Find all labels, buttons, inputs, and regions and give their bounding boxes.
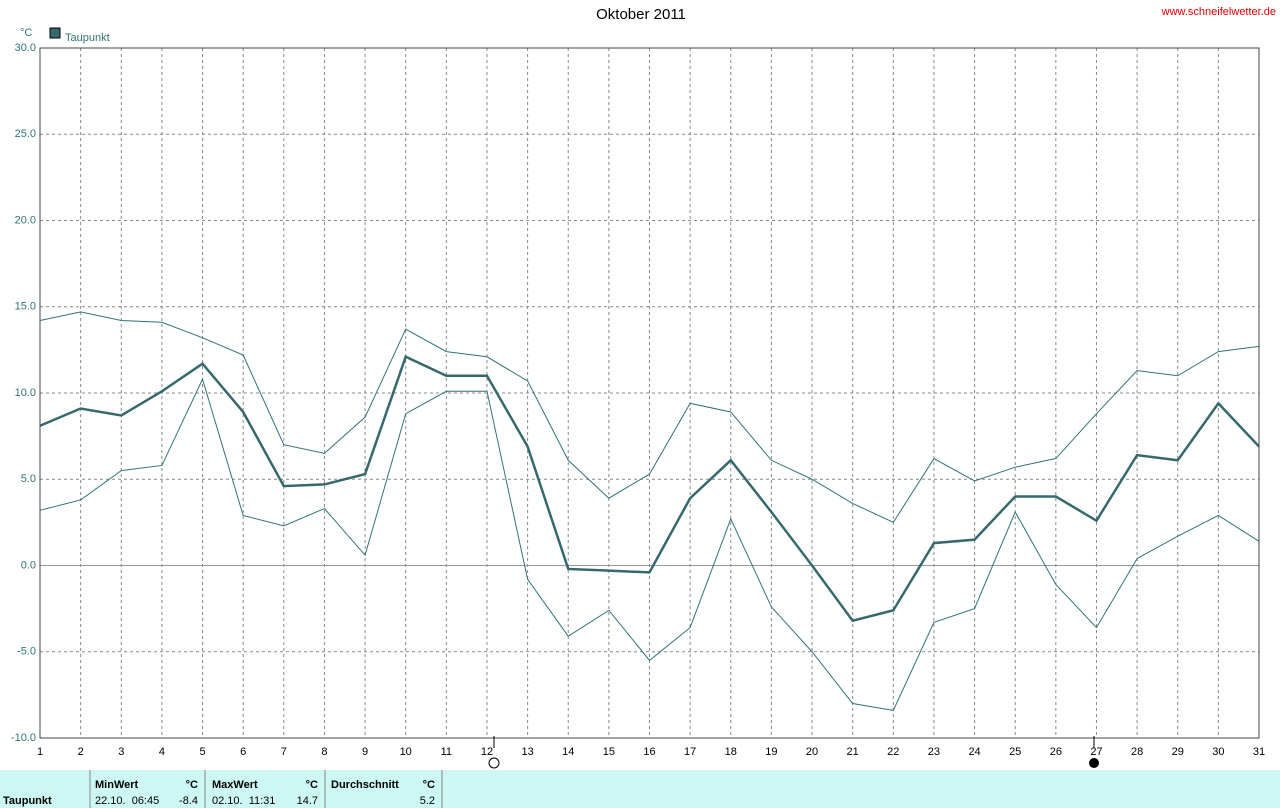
x-tick-label: 30	[1212, 746, 1224, 758]
x-tick-label: 12	[481, 746, 493, 758]
x-tick-label: 21	[847, 746, 859, 758]
x-tick-label: 28	[1131, 746, 1143, 758]
x-tick-label: 25	[1009, 746, 1021, 758]
moon-icons	[488, 736, 1099, 769]
plot-area	[39, 47, 1260, 739]
series-line	[39, 377, 1260, 711]
col-unit: °C	[423, 779, 435, 791]
x-tick-label: 7	[281, 746, 287, 758]
y-tick-label: 20.0	[15, 214, 36, 226]
y-tick-label: -10.0	[11, 732, 36, 744]
x-tick-label: 10	[400, 746, 412, 758]
x-tick-label: 4	[159, 746, 165, 758]
chart-title: Oktober 2011	[596, 6, 686, 23]
y-unit: °C	[20, 27, 32, 39]
full-moon	[488, 757, 500, 769]
legend: Taupunkt	[49, 27, 110, 44]
x-tick-label: 17	[684, 746, 696, 758]
x-tick-label: 20	[806, 746, 818, 758]
new-moon	[1089, 758, 1099, 768]
col-time: 22.10. 06:45	[95, 795, 159, 807]
x-tick-label: 2	[78, 746, 84, 758]
col-time: 02.10. 11:31	[212, 795, 275, 807]
plot: 1 2 3 4 5 6 7 8 9 10 11 12 13 14 15 16 17 18 19 20 21 22 23 24 2…	[11, 42, 1265, 758]
y-tick-label: 15.0	[15, 301, 36, 313]
x-tick-label: 11	[441, 746, 452, 758]
x-tick-label: 18	[725, 746, 737, 758]
col-header: Durchschnitt	[331, 779, 399, 791]
col-value: -8.4	[179, 795, 198, 807]
y-tick-label: -5.0	[17, 646, 36, 658]
x-tick-label: 14	[562, 746, 574, 758]
y-tick-label: 0.0	[21, 559, 36, 571]
summary-bg	[0, 770, 1280, 808]
x-tick-label: 1	[37, 746, 43, 758]
legend-swatch	[49, 27, 61, 39]
y-tick-label: 30.0	[15, 42, 36, 54]
col-header: MaxWert	[212, 779, 258, 791]
x-tick-label: 9	[362, 746, 368, 758]
y-tick-label: 10.0	[15, 387, 36, 399]
x-tick-label: 19	[765, 746, 777, 758]
x-tick-label: 23	[928, 746, 940, 758]
col-value: 5.2	[420, 795, 435, 807]
x-tick-label: 3	[118, 746, 124, 758]
col-unit: °C	[306, 779, 318, 791]
x-tick-label: 8	[321, 746, 327, 758]
row-label: Taupunkt	[3, 795, 52, 807]
watermark: www.schneifelwetter.de	[1161, 6, 1276, 18]
x-tick-label: 6	[240, 746, 246, 758]
x-tick-label: 29	[1172, 746, 1184, 758]
x-tick-label: 24	[968, 746, 980, 758]
col-unit: °C	[186, 779, 198, 791]
col-header: MinWert	[95, 779, 139, 791]
x-tick-label: 13	[521, 746, 533, 758]
x-tick-label: 31	[1253, 746, 1265, 758]
x-tick-label: 22	[887, 746, 899, 758]
x-tick-label: 5	[199, 746, 205, 758]
summary-table: Taupunkt MinWert °C 22.10. 06:45 -8.4 Ma…	[0, 770, 1280, 808]
x-tick-label: 16	[643, 746, 655, 758]
series-line	[39, 311, 1260, 524]
x-tick-label: 26	[1050, 746, 1062, 758]
series-line	[39, 355, 1260, 623]
y-tick-label: 25.0	[15, 128, 36, 140]
legend-label: Taupunkt	[65, 32, 110, 44]
col-value: 14.7	[297, 795, 318, 807]
x-tick-label: 15	[603, 746, 615, 758]
y-tick-label: 5.0	[21, 473, 36, 485]
x-tick-label: 27	[1090, 746, 1102, 758]
